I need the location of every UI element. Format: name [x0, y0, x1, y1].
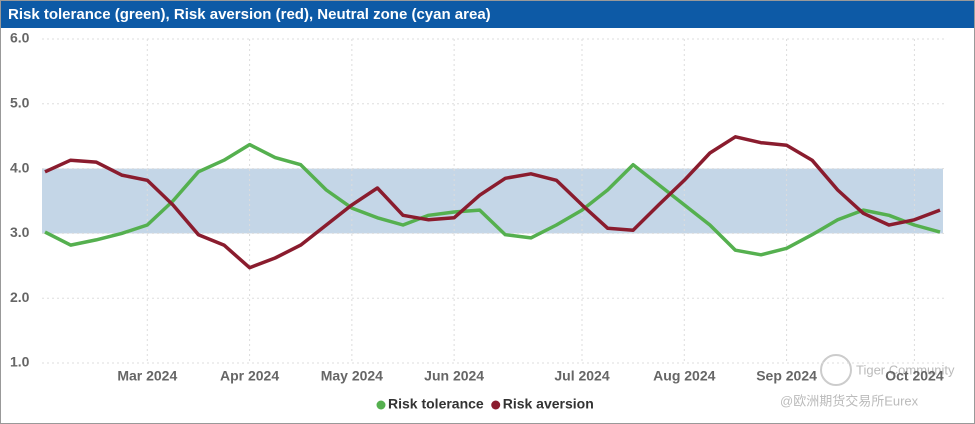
- x-tick-label: May 2024: [321, 368, 383, 384]
- x-tick-label: Jul 2024: [554, 368, 609, 384]
- y-tick-label: 1.0: [10, 354, 30, 370]
- series-line: [44, 142, 941, 257]
- legend-marker: [491, 400, 501, 410]
- legend-label: Risk tolerance: [388, 396, 484, 412]
- x-tick-label: Aug 2024: [653, 368, 715, 384]
- series-line: [44, 135, 941, 270]
- y-tick-label: 6.0: [10, 30, 30, 46]
- title-bar: [1, 1, 974, 28]
- watermark: Tiger Community: [856, 362, 955, 377]
- x-tick-label: Jun 2024: [424, 368, 484, 384]
- x-tick-label: Mar 2024: [117, 368, 177, 384]
- chart-title: Risk tolerance (green), Risk aversion (r…: [8, 6, 491, 23]
- y-tick-label: 3.0: [10, 224, 30, 240]
- y-tick-label: 4.0: [10, 159, 30, 175]
- watermark-logo: [820, 354, 852, 386]
- x-tick-label: Sep 2024: [756, 368, 817, 384]
- x-tick-label: Apr 2024: [220, 368, 279, 384]
- legend-label: Risk aversion: [503, 396, 594, 412]
- x-tick-label: Oct 2024: [885, 368, 944, 384]
- watermark: @欧洲期货交易所Eurex: [780, 393, 919, 408]
- legend-marker: [376, 400, 386, 410]
- y-tick-label: 5.0: [10, 95, 30, 111]
- y-tick-label: 2.0: [10, 289, 30, 305]
